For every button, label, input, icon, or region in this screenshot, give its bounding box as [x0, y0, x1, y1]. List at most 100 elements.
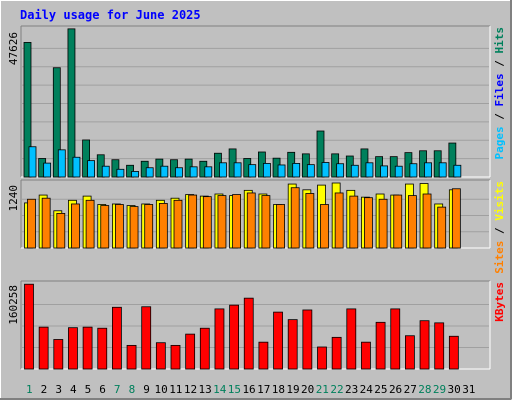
legend-part: /	[493, 221, 506, 241]
legend-visits-sites: Sites / Visits	[493, 181, 506, 274]
legend-part: KBytes	[493, 282, 506, 322]
x-label-day-12: 12	[184, 383, 197, 396]
bar-files-day-15	[233, 162, 242, 178]
bar-kbytes-day-24	[361, 341, 371, 370]
bar-files-day-19	[292, 163, 301, 178]
bar-kbytes-day-10	[155, 342, 166, 370]
bar-kbytes-day-11	[170, 344, 181, 370]
bar-sites-day-30	[451, 188, 461, 249]
bar-kbytes-day-13	[199, 327, 210, 370]
bar-files-day-13	[204, 166, 213, 178]
bar-sites-day-21	[320, 204, 329, 249]
x-label-day-15: 15	[228, 383, 241, 396]
y-max-label: 160258	[7, 285, 20, 325]
bar-files-day-30	[453, 164, 462, 178]
bar-files-day-24	[365, 162, 374, 178]
bar-kbytes-day-1	[24, 283, 34, 370]
bar-sites-day-3	[56, 213, 66, 249]
bar-kbytes-day-29	[434, 322, 445, 370]
bar-kbytes-day-15	[229, 304, 240, 370]
bar-files-day-18	[277, 164, 286, 178]
x-label-day-7: 7	[114, 383, 121, 396]
bar-files-day-27	[409, 163, 418, 178]
bar-sites-day-1	[27, 198, 36, 249]
x-label-day-21: 21	[316, 383, 329, 396]
chart-title: Daily usage for June 2025	[20, 8, 201, 22]
bar-kbytes-day-23	[346, 308, 357, 370]
x-label-day-20: 20	[301, 383, 314, 396]
x-label-day-28: 28	[418, 383, 431, 396]
plot-area	[21, 26, 490, 177]
bar-sites-day-15	[232, 194, 242, 249]
legend-part: /	[493, 107, 506, 127]
bar-files-day-16	[248, 164, 257, 178]
x-label-day-22: 22	[330, 383, 343, 396]
bar-sites-day-14	[217, 195, 227, 249]
legend-part: Hits	[493, 27, 506, 54]
bar-kbytes-day-14	[214, 308, 225, 370]
bar-files-day-3	[57, 149, 66, 178]
x-label-day-3: 3	[55, 383, 62, 396]
bar-kbytes-day-26	[390, 308, 401, 370]
bar-sites-day-23	[349, 195, 359, 249]
bar-kbytes-day-28	[419, 320, 430, 370]
x-label-day-10: 10	[155, 383, 168, 396]
bar-sites-day-26	[393, 194, 403, 249]
legend-hits-files: Pages / Files / Hits	[493, 27, 506, 160]
y-max-label: 47626	[7, 32, 20, 65]
panel-kbytes: 160258 KBytes	[7, 280, 506, 370]
bar-hits-day-30	[448, 142, 457, 178]
bar-kbytes-day-16	[243, 297, 254, 370]
bar-kbytes-day-7	[112, 306, 122, 370]
bar-kbytes-day-9	[141, 306, 152, 370]
bar-sites-day-29	[437, 206, 447, 249]
bar-files-day-1	[28, 146, 37, 178]
bar-files-day-9	[145, 167, 154, 178]
bar-sites-day-12	[188, 194, 198, 249]
bar-hits-day-3	[52, 67, 61, 178]
bar-sites-day-7	[115, 204, 124, 249]
bar-sites-day-16	[246, 192, 256, 249]
bar-sites-day-22	[334, 192, 344, 249]
bar-sites-day-11	[173, 199, 183, 249]
bar-kbytes-day-8	[126, 344, 137, 370]
bar-files-day-25	[380, 165, 389, 178]
bar-kbytes-day-4	[68, 327, 78, 370]
bar-files-day-6	[101, 165, 110, 178]
bar-kbytes-day-12	[185, 333, 196, 370]
bar-kbytes-day-2	[38, 326, 49, 370]
bar-files-day-21	[321, 162, 330, 178]
bar-hits-day-21	[316, 130, 325, 178]
bar-files-day-5	[87, 160, 95, 178]
x-label-day-1: 1	[26, 383, 33, 396]
x-label-day-29: 29	[433, 383, 446, 396]
x-label-day-2: 2	[41, 383, 48, 396]
bar-hits-day-5	[82, 139, 90, 178]
bar-kbytes-day-3	[53, 339, 64, 370]
legend-part: Visits	[493, 181, 506, 221]
bar-kbytes-day-25	[375, 321, 386, 370]
bar-sites-day-9	[144, 204, 154, 249]
x-label-day-5: 5	[85, 383, 92, 396]
bar-files-day-14	[219, 162, 227, 178]
bar-hits-day-1	[23, 42, 32, 178]
bar-hits-day-4	[67, 28, 76, 178]
bar-sites-day-17	[261, 195, 271, 249]
x-label-day-23: 23	[345, 383, 358, 396]
bar-sites-day-10	[158, 203, 168, 249]
bar-sites-day-8	[129, 206, 139, 249]
x-label-day-18: 18	[272, 383, 285, 396]
x-label-day-25: 25	[374, 383, 387, 396]
bar-sites-day-5	[85, 199, 95, 249]
bar-kbytes-day-6	[97, 327, 108, 370]
bar-kbytes-day-19	[287, 319, 298, 370]
x-label-day-13: 13	[199, 383, 212, 396]
bar-kbytes-day-21	[317, 346, 327, 370]
x-label-day-16: 16	[242, 383, 255, 396]
bar-sites-day-6	[100, 205, 110, 249]
x-axis-labels: 1 2 3 4 5 6 7 8 9 10 11 12 13 14 15 16 17 18 19 20 21 22 23 24 2…	[26, 383, 475, 396]
bar-sites-day-27	[407, 195, 417, 249]
bar-files-day-22	[336, 163, 345, 178]
